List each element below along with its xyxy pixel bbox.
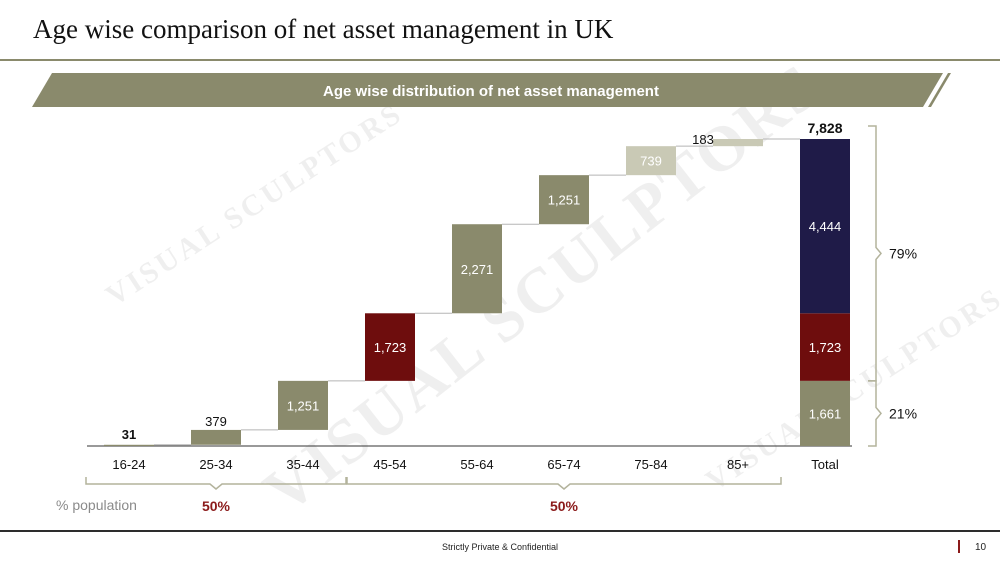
x-tick-label-total: Total bbox=[811, 457, 839, 472]
population-bracket bbox=[85, 477, 347, 490]
x-tick-label: 75-84 bbox=[634, 457, 667, 472]
bar-65-74 bbox=[539, 175, 589, 225]
bracket-label: 21% bbox=[889, 405, 917, 421]
x-tick-label: 85+ bbox=[727, 457, 749, 472]
x-tick-label: 45-54 bbox=[373, 457, 406, 472]
population-percent: 50% bbox=[550, 498, 579, 514]
bar-25-34 bbox=[191, 429, 241, 445]
population-percent: 50% bbox=[202, 498, 231, 514]
banner-stripe bbox=[931, 73, 956, 107]
population-label: % population bbox=[56, 497, 137, 513]
value-label: 1,251 bbox=[287, 398, 320, 413]
bar-35-44 bbox=[278, 380, 328, 430]
chart-title: Age wise distribution of net asset manag… bbox=[323, 83, 659, 100]
value-label: 183 bbox=[692, 132, 714, 147]
page-title: Age wise comparison of net asset managem… bbox=[33, 14, 614, 44]
total-segment bbox=[800, 139, 850, 314]
value-label: 1,723 bbox=[374, 340, 407, 355]
value-label: 31 bbox=[122, 427, 136, 442]
bracket-label: 79% bbox=[889, 245, 917, 261]
x-tick-label: 35-44 bbox=[286, 457, 319, 472]
x-tick-label: 25-34 bbox=[199, 457, 232, 472]
banner-stripe bbox=[947, 73, 972, 107]
value-label: 739 bbox=[640, 154, 662, 169]
footer-text: Strictly Private & Confidential bbox=[441, 542, 559, 552]
value-label: 379 bbox=[205, 414, 227, 429]
total-value-label: 7,828 bbox=[807, 120, 842, 136]
banner-stripe bbox=[939, 73, 964, 107]
waterfall-chart: Age wise distribution of net asset manag… bbox=[32, 73, 972, 514]
total-segment-label: 1,723 bbox=[809, 340, 842, 355]
footer-separator bbox=[958, 540, 960, 553]
bar-45-54 bbox=[365, 313, 415, 381]
value-label: 1,251 bbox=[548, 193, 581, 208]
total-segment-label: 4,444 bbox=[809, 219, 842, 234]
value-label: 2,271 bbox=[461, 262, 494, 277]
title-banner bbox=[32, 73, 955, 107]
bar-16-24 bbox=[104, 444, 154, 446]
footer-rule bbox=[0, 530, 1000, 532]
bar-55-64 bbox=[452, 224, 502, 314]
title-rule bbox=[0, 59, 1000, 61]
banner-stripe bbox=[923, 73, 948, 107]
total-segment-label: 1,661 bbox=[809, 406, 842, 421]
bracket bbox=[868, 125, 882, 382]
x-tick-label: 55-64 bbox=[460, 457, 493, 472]
page-number: 10 bbox=[975, 542, 987, 553]
total-segment bbox=[800, 380, 850, 446]
total-segment bbox=[800, 313, 850, 381]
population-bracket bbox=[346, 477, 782, 490]
bar-75-84 bbox=[626, 146, 676, 176]
x-tick-label: 16-24 bbox=[112, 457, 145, 472]
x-tick-label: 65-74 bbox=[547, 457, 580, 472]
bar-85+ bbox=[713, 139, 763, 147]
bracket bbox=[868, 380, 882, 447]
